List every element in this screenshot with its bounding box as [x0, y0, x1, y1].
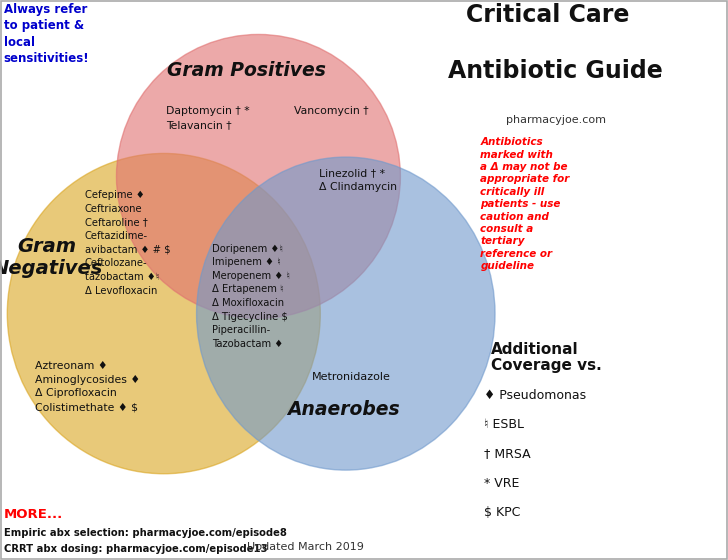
Text: Updated March 2019: Updated March 2019	[248, 542, 364, 552]
Text: $ KPC: $ KPC	[484, 506, 521, 519]
Text: Vancomycin †: Vancomycin †	[294, 106, 368, 116]
Ellipse shape	[116, 34, 400, 318]
Text: Daptomycin † *
Telavancin †: Daptomycin † * Telavancin †	[166, 106, 249, 130]
Text: Doripenem ♦♮
Imipenem ♦ ♮
Meropenem ♦ ♮
Δ Ertapenem ♮
Δ Moxifloxacin
Δ Tigecycli: Doripenem ♦♮ Imipenem ♦ ♮ Meropenem ♦ ♮ …	[212, 244, 290, 349]
Ellipse shape	[7, 153, 320, 474]
Text: Linezolid † *
Δ Clindamycin: Linezolid † * Δ Clindamycin	[319, 168, 397, 192]
Text: Additional
Coverage vs.: Additional Coverage vs.	[491, 342, 602, 373]
Text: Cefepime ♦
Ceftriaxone
Ceftaroline †
Ceftazidime-
avibactam ♦ # $
Ceftolozane-
t: Cefepime ♦ Ceftriaxone Ceftaroline † Cef…	[84, 190, 170, 296]
Text: Antibiotic Guide: Antibiotic Guide	[448, 59, 662, 83]
Text: Critical Care: Critical Care	[466, 3, 629, 27]
Text: CRRT abx dosing: pharmacyjoe.com/episode13: CRRT abx dosing: pharmacyjoe.com/episode…	[4, 544, 267, 554]
Text: Always refer
to patient &
local
sensitivities!: Always refer to patient & local sensitiv…	[4, 3, 90, 66]
Text: * VRE: * VRE	[484, 477, 520, 489]
Text: Antibiotics
marked with
a Δ may not be
appropriate for
critically ill
patients -: Antibiotics marked with a Δ may not be a…	[480, 137, 570, 271]
Text: pharmacyjoe.com: pharmacyjoe.com	[506, 115, 606, 125]
Text: Empiric abx selection: pharmacyjoe.com/episode8: Empiric abx selection: pharmacyjoe.com/e…	[4, 528, 287, 538]
Text: Aztreonam ♦
Aminoglycosides ♦
Δ Ciprofloxacin
Colistimethate ♦ $: Aztreonam ♦ Aminoglycosides ♦ Δ Ciproflo…	[35, 361, 140, 412]
Text: Gram Positives: Gram Positives	[167, 60, 325, 80]
Text: ♦ Pseudomonas: ♦ Pseudomonas	[484, 389, 586, 402]
Text: MORE...: MORE...	[4, 508, 63, 521]
Ellipse shape	[197, 157, 495, 470]
Text: Metronidazole: Metronidazole	[312, 372, 391, 382]
Text: Anaerobes: Anaerobes	[288, 400, 400, 419]
Text: † MRSA: † MRSA	[484, 447, 531, 460]
Text: ♮ ESBL: ♮ ESBL	[484, 418, 524, 431]
Text: Gram
Negatives: Gram Negatives	[0, 237, 103, 278]
